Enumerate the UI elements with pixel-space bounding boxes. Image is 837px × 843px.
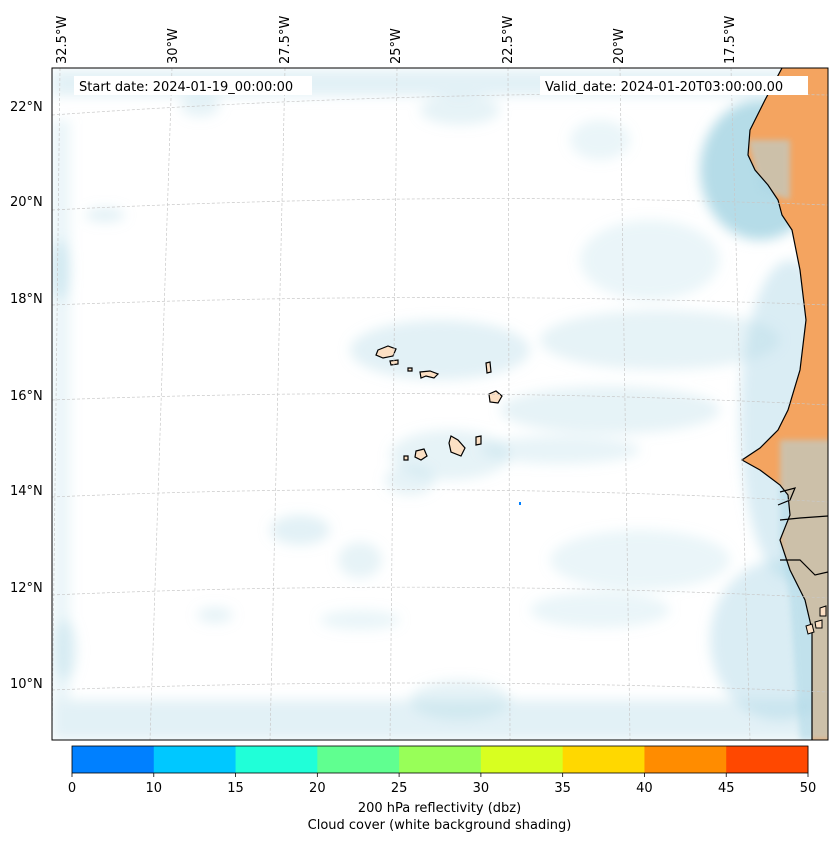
- island-santo-antao: [375, 345, 397, 359]
- colorbar-tick-label: 10: [146, 781, 163, 796]
- river-gambia: [777, 487, 828, 576]
- island-sao-nicolau: [419, 370, 440, 379]
- colorbar-frame: [71, 745, 809, 774]
- island-brava: [403, 455, 409, 461]
- colorbar-ticks: 0 10 15 20 25 30 35 40 45 50: [68, 773, 816, 796]
- colorbar-tick-label: 15: [227, 781, 244, 796]
- colorbar-tick-label: 40: [636, 781, 653, 796]
- colorbar-swatch: [562, 746, 645, 773]
- island-santa-luzia: [407, 367, 413, 372]
- lon-label: 22.5°W: [501, 16, 516, 64]
- colorbar-swatch: [644, 746, 727, 773]
- lon-labels: 32.5°W 30°W 27.5°W 25°W 22.5°W 20°W 17.5…: [55, 16, 738, 64]
- lon-label: 17.5°W: [723, 16, 738, 64]
- colorbar-sublabel: Cloud cover (white background shading): [307, 818, 572, 833]
- lat-label: 16°N: [10, 389, 43, 404]
- island-sao-vicente: [389, 359, 399, 366]
- colorbar-swatch: [72, 746, 155, 773]
- lon-label: 32.5°W: [55, 16, 70, 64]
- colorbar-tick-label: 45: [718, 781, 735, 796]
- lat-labels: 22°N 20°N 18°N 16°N 14°N 12°N 10°N: [10, 100, 43, 692]
- coast-shading: [748, 140, 828, 740]
- colorbar-swatch: [480, 746, 564, 773]
- colorbar-swatch: [153, 746, 237, 773]
- island-fogo: [414, 448, 428, 461]
- colorbar-tick-label: 25: [391, 781, 408, 796]
- lon-label: 20°W: [612, 28, 627, 64]
- colorbar-tick-label: 20: [309, 781, 326, 796]
- colorbar: 0 10 15 20 25 30 35 40 45 50: [68, 745, 816, 796]
- colorbar-tick-label: 0: [68, 781, 76, 796]
- colorbar-tick-label: 50: [800, 781, 817, 796]
- valid-date-box: [540, 76, 808, 95]
- graticule: [52, 68, 828, 740]
- island-sal: [485, 361, 492, 374]
- colorbar-swatch: [235, 746, 318, 773]
- lon-label: 27.5°W: [278, 16, 293, 64]
- coastline: [740, 68, 813, 740]
- map-frame: [51, 67, 829, 741]
- valid-date-label: Valid_date: 2024-01-20T03:00:00.00: [545, 80, 783, 95]
- colorbar-swatch: [399, 746, 482, 773]
- lon-label: 30°W: [166, 28, 181, 64]
- island-santiago: [448, 435, 466, 457]
- colorbar-tick-label: 35: [554, 781, 571, 796]
- colorbar-label: 200 hPa reflectivity (dbz): [357, 801, 522, 816]
- lat-label: 20°N: [10, 195, 43, 210]
- start-date-label: Start date: 2024-01-19_00:00:00: [79, 80, 293, 95]
- lat-label: 14°N: [10, 484, 43, 499]
- start-date-box: [74, 76, 312, 95]
- lon-label: 25°W: [389, 28, 404, 64]
- lat-label: 18°N: [10, 292, 43, 307]
- colorbar-swatches: [72, 746, 809, 773]
- map-panel: Start date: 2024-01-19_00:00:00 Valid_da…: [52, 68, 828, 740]
- lat-label: 22°N: [10, 100, 43, 115]
- bijagos-islands: [805, 605, 827, 635]
- colorbar-tick-label: 30: [473, 781, 490, 796]
- lat-label: 12°N: [10, 581, 43, 596]
- island-maio: [475, 435, 482, 446]
- colorbar-swatch: [317, 746, 400, 773]
- lat-label: 10°N: [10, 677, 43, 692]
- reflectivity-cell: [519, 502, 521, 505]
- colorbar-swatch: [726, 746, 809, 773]
